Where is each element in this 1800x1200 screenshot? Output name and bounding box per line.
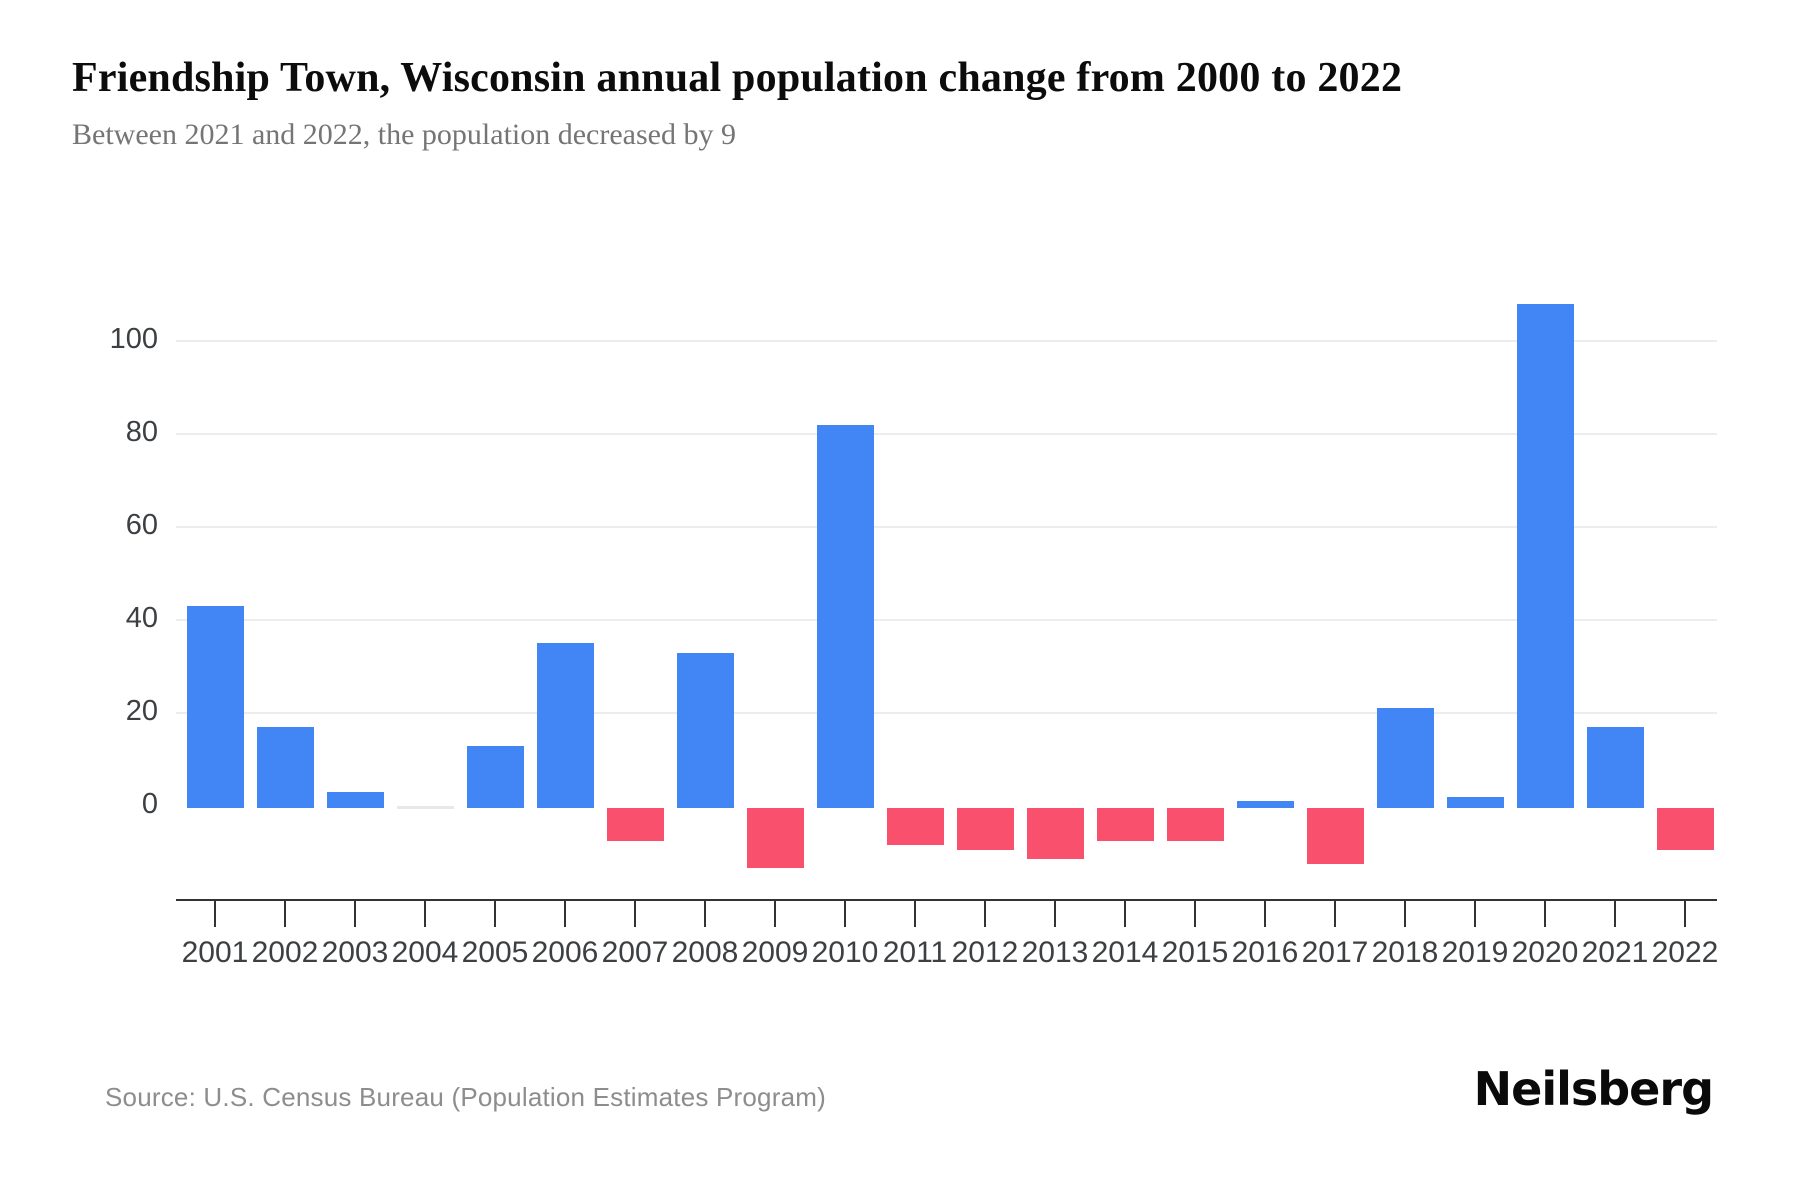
brand-logo: Neilsberg [1473, 1062, 1714, 1116]
x-axis-line [176, 899, 1717, 901]
x-tick-label-2016: 2016 [1231, 936, 1299, 969]
bar-2019[interactable] [1446, 796, 1504, 808]
x-tick-label-2022: 2022 [1651, 936, 1719, 969]
x-tick-label-2019: 2019 [1441, 936, 1509, 969]
x-tick-2014 [1124, 900, 1126, 927]
y-gridline-80 [176, 433, 1717, 435]
x-tick-label-2008: 2008 [671, 936, 739, 969]
x-tick-label-2010: 2010 [811, 936, 879, 969]
x-tick-2021 [1614, 900, 1616, 927]
x-tick-label-2018: 2018 [1371, 936, 1439, 969]
source-note: Source: U.S. Census Bureau (Population E… [105, 1082, 826, 1112]
y-tick-label-20: 20 [125, 695, 158, 727]
y-gridline-60 [176, 526, 1717, 528]
page-title: Friendship Town, Wisconsin annual popula… [72, 55, 1403, 101]
y-tick-label-80: 80 [125, 416, 158, 448]
x-tick-label-2003: 2003 [321, 936, 389, 969]
bar-2007[interactable] [606, 808, 664, 841]
bar-2003[interactable] [326, 792, 384, 808]
x-tick-label-2014: 2014 [1091, 936, 1159, 969]
bar-2009[interactable] [746, 808, 804, 869]
y-tick-label-0: 0 [141, 788, 158, 820]
x-tick-label-2004: 2004 [391, 936, 459, 969]
bar-2021[interactable] [1586, 726, 1644, 808]
bar-2002[interactable] [256, 726, 314, 808]
x-tick-label-2013: 2013 [1021, 936, 1089, 969]
x-tick-label-2012: 2012 [951, 936, 1019, 969]
bar-2006[interactable] [536, 643, 594, 808]
bar-2011[interactable] [886, 808, 944, 846]
x-tick-2005 [494, 900, 496, 927]
x-tick-label-2005: 2005 [461, 936, 529, 969]
x-tick-label-2011: 2011 [882, 936, 948, 969]
x-tick-2016 [1264, 900, 1266, 927]
bar-2001[interactable] [186, 606, 244, 808]
x-tick-2020 [1544, 900, 1546, 927]
x-tick-2007 [634, 900, 636, 927]
x-tick-2001 [214, 900, 216, 927]
y-gridline-20 [176, 712, 1717, 714]
x-tick-2011 [914, 900, 916, 927]
x-tick-label-2017: 2017 [1301, 936, 1369, 969]
x-tick-2010 [844, 900, 846, 927]
x-tick-2022 [1684, 900, 1686, 927]
bar-2014[interactable] [1096, 808, 1154, 841]
x-tick-label-2006: 2006 [531, 936, 599, 969]
x-tick-label-2021: 2021 [1581, 936, 1649, 969]
x-tick-label-2009: 2009 [741, 936, 809, 969]
x-tick-label-2015: 2015 [1161, 936, 1229, 969]
bar-2010[interactable] [816, 424, 874, 808]
y-tick-label-40: 40 [125, 602, 158, 634]
y-tick-label-100: 100 [109, 323, 158, 355]
x-tick-2015 [1194, 900, 1196, 927]
x-tick-2019 [1474, 900, 1476, 927]
x-tick-2006 [564, 900, 566, 927]
y-tick-label-60: 60 [125, 509, 158, 541]
y-gridline-100 [176, 340, 1717, 342]
x-tick-label-2002: 2002 [251, 936, 319, 969]
x-tick-2012 [984, 900, 986, 927]
x-tick-2003 [354, 900, 356, 927]
x-tick-label-2020: 2020 [1511, 936, 1579, 969]
x-tick-2002 [284, 900, 286, 927]
x-tick-2017 [1334, 900, 1336, 927]
bar-2013[interactable] [1026, 808, 1084, 860]
y-gridline-40 [176, 619, 1717, 621]
x-tick-label-2001: 2001 [181, 936, 249, 969]
bar-2008[interactable] [676, 652, 734, 808]
bar-2016[interactable] [1236, 801, 1294, 808]
x-tick-2018 [1404, 900, 1406, 927]
page-subtitle: Between 2021 and 2022, the population de… [72, 118, 736, 151]
bar-2012[interactable] [956, 808, 1014, 850]
bar-2005[interactable] [466, 745, 524, 808]
bar-2018[interactable] [1376, 708, 1434, 808]
bar-2015[interactable] [1166, 808, 1224, 841]
bar-2020[interactable] [1516, 303, 1574, 808]
bar-2004[interactable] [396, 806, 454, 809]
x-tick-2008 [704, 900, 706, 927]
x-tick-2009 [774, 900, 776, 927]
x-tick-label-2007: 2007 [601, 936, 669, 969]
x-tick-2004 [424, 900, 426, 927]
bar-2017[interactable] [1306, 808, 1364, 864]
bar-2022[interactable] [1656, 808, 1714, 850]
plot-area: 0 20 40 60 80 100 [109, 303, 1717, 869]
x-tick-2013 [1054, 900, 1056, 927]
